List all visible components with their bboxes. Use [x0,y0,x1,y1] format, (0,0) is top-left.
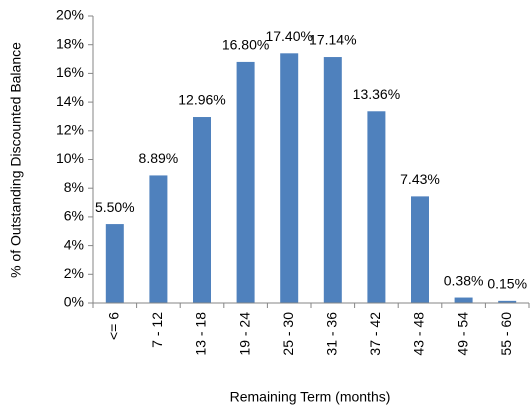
y-tick-label: 20% [56,7,84,23]
x-tick-label: 55 - 60 [498,312,514,356]
bar [236,61,255,303]
y-tick-label: 8% [64,179,84,195]
value-label: 17.40% [265,28,312,44]
bar [498,300,517,303]
x-tick-label: 43 - 48 [411,312,427,356]
value-label: 17.14% [309,32,356,48]
y-tick-label: 2% [64,265,84,281]
x-tick-label: 49 - 54 [454,312,470,356]
y-tick-label: 6% [64,208,84,224]
bar [323,57,342,303]
x-tick-label: <= 6 [106,312,122,340]
bar [411,196,429,303]
value-label: 7.43% [400,171,440,187]
bar [193,117,211,303]
x-axis-title: Remaining Term (months) [230,389,391,405]
value-label: 8.89% [139,150,179,166]
value-label: 12.96% [178,92,225,108]
bar [367,111,386,303]
y-tick-label: 4% [64,236,84,252]
x-tick-label: 25 - 30 [280,312,296,356]
x-tick-label: 7 - 12 [149,312,165,348]
y-tick-label: 16% [56,64,84,80]
bar [149,175,168,303]
x-tick-label: 13 - 18 [193,312,209,356]
x-tick-label: 19 - 24 [236,312,252,356]
x-tick-label: 31 - 36 [324,312,340,356]
y-axis-title: % of Outstanding Discounted Balance [8,42,24,278]
y-tick-label: 0% [64,294,84,310]
y-tick-label: 12% [56,122,84,138]
y-tick-label: 18% [56,35,84,51]
y-tick-label: 14% [56,93,84,109]
value-label: 0.15% [487,276,527,292]
bar [280,53,299,304]
bar [105,224,124,303]
value-label: 5.50% [95,199,135,215]
y-tick-label: 10% [56,150,84,166]
value-label: 0.38% [444,272,484,288]
value-label: 16.80% [222,37,269,53]
x-tick-label: 37 - 42 [367,312,383,356]
bar [454,297,473,303]
value-label: 13.36% [353,86,400,102]
